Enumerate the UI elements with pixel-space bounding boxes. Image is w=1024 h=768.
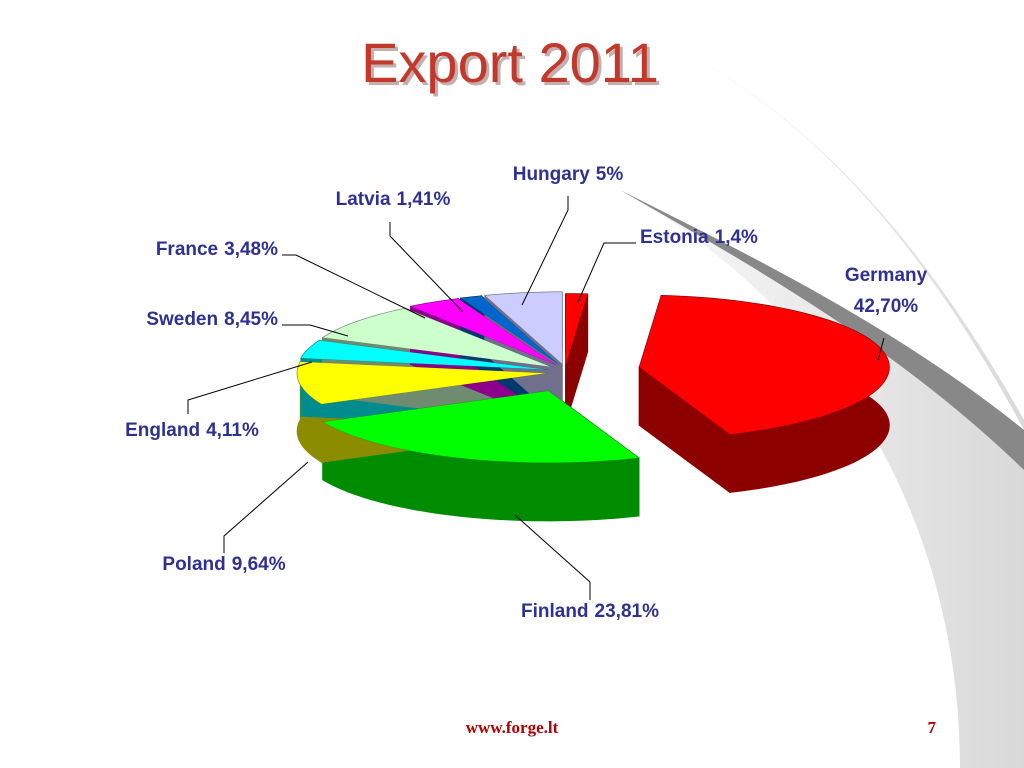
pie-slice xyxy=(321,308,552,368)
slice-label: Sweden 8,45% xyxy=(146,309,278,330)
category-label: Poland xyxy=(162,554,225,575)
slice-label: France 3,48% xyxy=(156,239,278,260)
leader-line xyxy=(877,337,885,361)
leader-line xyxy=(577,242,636,303)
slice-label: Latvia 1,41% xyxy=(336,189,451,210)
value-label: 1,4% xyxy=(715,227,758,248)
category-label: England xyxy=(125,420,200,441)
value-label: 4,11% xyxy=(206,420,259,441)
pie-slice xyxy=(296,361,548,405)
value-label: 42,70% xyxy=(854,296,919,317)
leader-line xyxy=(282,324,349,337)
footer-url: www.forge.lt xyxy=(466,718,559,737)
value-label: 1,41% xyxy=(397,189,451,210)
value-label: 5% xyxy=(596,164,624,185)
category-label: France xyxy=(156,239,218,260)
pie-slice xyxy=(460,295,559,365)
page-number: 7 xyxy=(928,718,937,737)
leader-line xyxy=(223,461,309,553)
pie-slice xyxy=(565,293,588,366)
leader-line xyxy=(282,254,426,319)
leader-line xyxy=(521,196,569,306)
title-shadow: Export 2011 xyxy=(364,34,662,97)
value-label: 3,48% xyxy=(224,239,278,260)
leader-line xyxy=(514,514,591,600)
pie-slice xyxy=(638,295,890,435)
leader-line xyxy=(389,222,464,313)
chart-title: Export 2011 xyxy=(361,31,659,94)
pie-slice xyxy=(300,340,548,370)
pie-tops xyxy=(296,291,890,464)
pie-slice xyxy=(409,298,557,366)
category-label: Latvia xyxy=(336,189,391,210)
category-label: Estonia xyxy=(640,227,709,248)
slice-label: Estonia 1,4% xyxy=(640,227,758,248)
value-label: 23,81% xyxy=(595,601,660,622)
category-label: Finland xyxy=(521,601,589,622)
pie-slice xyxy=(484,291,563,365)
value-label: 9,64% xyxy=(232,554,286,575)
slice-label: Finland 23,81% xyxy=(521,601,659,622)
labels: Estonia 1,4% Germany 42,70% Finland 23,81% Pol… xyxy=(125,164,928,622)
slice-label: Hungary 5% xyxy=(513,164,624,185)
slice-wall xyxy=(638,366,731,494)
slice-label: Poland 9,64% xyxy=(162,554,285,575)
category-label: Hungary xyxy=(513,164,591,185)
value-label: 8,45% xyxy=(224,309,278,330)
pie-slice xyxy=(322,390,640,464)
slice-label: Germany 42,70% xyxy=(845,265,928,317)
category-label: Germany xyxy=(845,265,928,286)
leader-line xyxy=(187,361,313,414)
slice-label: England 4,11% xyxy=(125,420,259,441)
category-label: Sweden xyxy=(146,309,218,330)
